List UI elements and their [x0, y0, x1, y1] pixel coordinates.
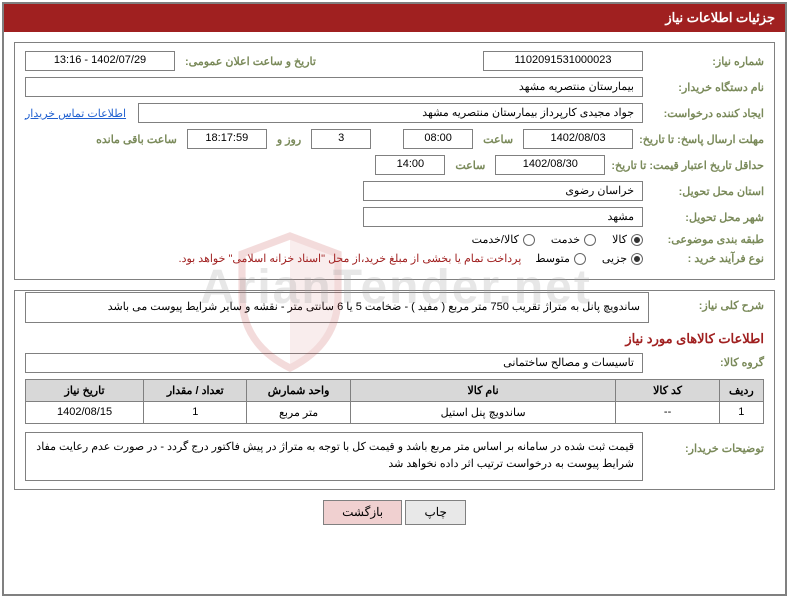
- requester-field: جواد مجیدی کارپرداز بیمارستان منتصریه مش…: [138, 103, 643, 123]
- desc-label: شرح کلی نیاز:: [649, 299, 764, 312]
- hours-remaining-field: 18:17:59: [187, 129, 267, 149]
- radio-service[interactable]: خدمت: [551, 233, 596, 246]
- hours-text: ساعت باقی مانده: [92, 133, 181, 146]
- contact-link[interactable]: اطلاعات تماس خریدار: [25, 107, 132, 120]
- time-label-1: ساعت: [479, 133, 517, 146]
- buyer-org-label: نام دستگاه خریدار:: [649, 81, 764, 94]
- buyer-note-label: توضیحات خریدار:: [649, 432, 764, 455]
- city-label: شهر محل تحویل:: [649, 211, 764, 224]
- table-header: نام کالا: [350, 379, 616, 401]
- category-label: طبقه بندی موضوعی:: [649, 233, 764, 246]
- time-label-2: ساعت: [451, 159, 489, 172]
- radio-icon: [631, 253, 643, 265]
- page-title: جزئیات اطلاعات نیاز: [4, 4, 785, 32]
- table-cell: ساندویچ پنل استیل: [350, 401, 616, 423]
- requester-label: ایجاد کننده درخواست:: [649, 107, 764, 120]
- group-field: تاسیسات و مصالح ساختمانی: [25, 353, 643, 373]
- days-remaining-field: 3: [311, 129, 371, 149]
- details-panel: شرح کلی نیاز: ساندویچ پانل به متراژ تقری…: [14, 290, 775, 490]
- table-header: تاریخ نیاز: [26, 379, 144, 401]
- table-row: 1--ساندویچ پنل استیلمتر مربع11402/08/15: [26, 401, 764, 423]
- print-button[interactable]: چاپ: [405, 500, 465, 525]
- validity-time-field: 14:00: [375, 155, 445, 175]
- radio-medium[interactable]: متوسط: [535, 252, 586, 265]
- buyer-note-box: قیمت ثبت شده در سامانه بر اساس متر مربع …: [25, 432, 643, 481]
- payment-note: پرداخت تمام یا بخشی از مبلغ خرید،از محل …: [179, 252, 530, 265]
- radio-icon: [584, 234, 596, 246]
- table-cell: 1: [144, 401, 247, 423]
- need-number-label: شماره نیاز:: [649, 55, 764, 68]
- goods-table: ردیفکد کالانام کالاواحد شمارشتعداد / مقد…: [25, 379, 764, 424]
- table-header: واحد شمارش: [247, 379, 350, 401]
- radio-minor[interactable]: جزیی: [602, 252, 643, 265]
- announce-label: تاریخ و ساعت اعلان عمومی:: [181, 55, 320, 68]
- validity-date-field: 1402/08/30: [495, 155, 605, 175]
- province-field: خراسان رضوی: [363, 181, 643, 201]
- need-number-field: 1102091531000023: [483, 51, 643, 71]
- city-field: مشهد: [363, 207, 643, 227]
- return-button[interactable]: بازگشت: [323, 500, 402, 525]
- reply-deadline-label: مهلت ارسال پاسخ: تا تاریخ:: [639, 133, 764, 146]
- days-text: روز و: [273, 133, 305, 146]
- table-header: کد کالا: [616, 379, 719, 401]
- province-label: استان محل تحویل:: [649, 185, 764, 198]
- desc-box: ساندویچ پانل به متراژ تقریب 750 متر مربع…: [25, 292, 649, 323]
- radio-goods-label: کالا: [612, 233, 627, 246]
- group-label: گروه کالا:: [649, 356, 764, 369]
- radio-minor-label: جزیی: [602, 252, 627, 265]
- reply-date-field: 1402/08/03: [523, 129, 633, 149]
- process-label: نوع فرآیند خرید :: [649, 252, 764, 265]
- reply-time-field: 08:00: [403, 129, 473, 149]
- process-radio-group: جزیی متوسط: [535, 252, 643, 265]
- table-cell: متر مربع: [247, 401, 350, 423]
- announce-field: 1402/07/29 - 13:16: [25, 51, 175, 71]
- goods-section-title: اطلاعات کالاهای مورد نیاز: [25, 331, 764, 347]
- table-header: تعداد / مقدار: [144, 379, 247, 401]
- table-cell: 1402/08/15: [26, 401, 144, 423]
- buyer-org-field: بیمارستان منتصریه مشهد: [25, 77, 643, 97]
- table-header: ردیف: [719, 379, 763, 401]
- radio-both[interactable]: کالا/خدمت: [472, 233, 535, 246]
- radio-icon: [523, 234, 535, 246]
- table-cell: --: [616, 401, 719, 423]
- radio-service-label: خدمت: [551, 233, 580, 246]
- main-form-panel: شماره نیاز: 1102091531000023 تاریخ و ساع…: [14, 42, 775, 280]
- table-cell: 1: [719, 401, 763, 423]
- radio-medium-label: متوسط: [535, 252, 570, 265]
- validity-label: حداقل تاریخ اعتبار قیمت: تا تاریخ:: [611, 159, 764, 172]
- radio-icon: [631, 234, 643, 246]
- category-radio-group: کالا خدمت کالا/خدمت: [472, 233, 643, 246]
- radio-goods[interactable]: کالا: [612, 233, 643, 246]
- radio-icon: [574, 253, 586, 265]
- radio-both-label: کالا/خدمت: [472, 233, 519, 246]
